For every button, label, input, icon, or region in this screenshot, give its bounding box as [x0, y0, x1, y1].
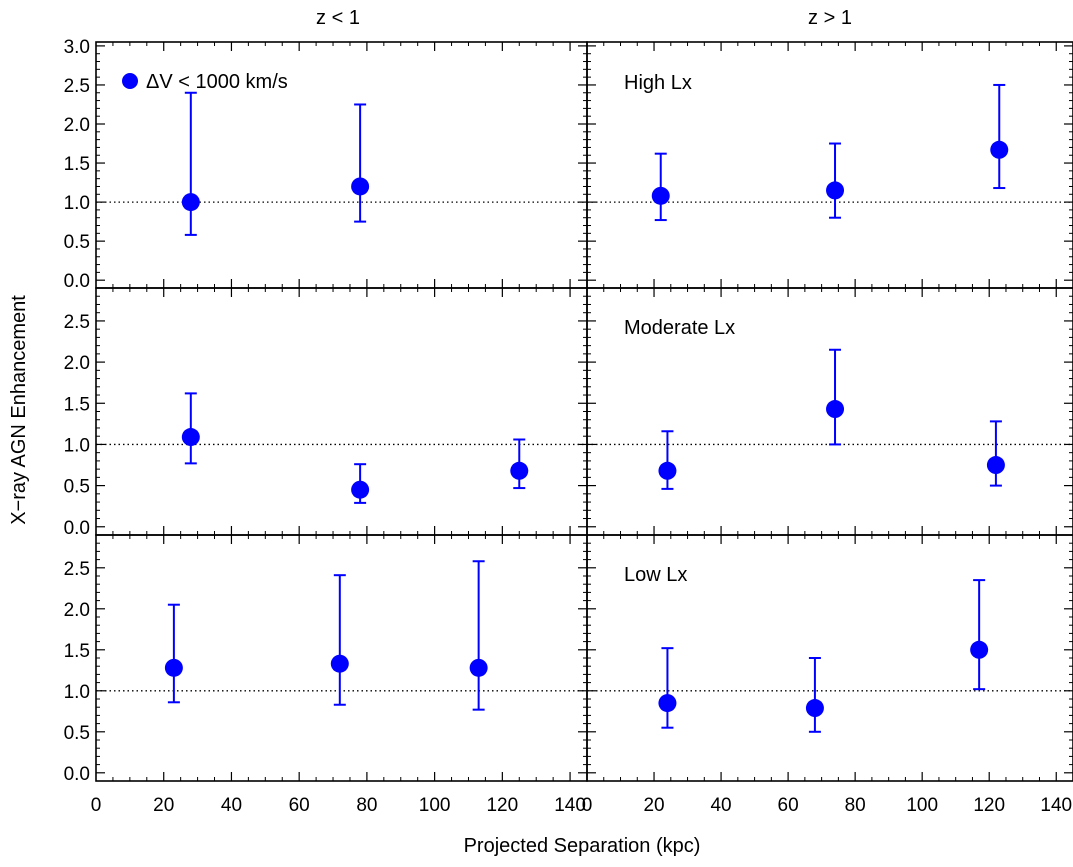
y-tick-label: 0.0	[64, 271, 90, 292]
x-tick-label: 40	[221, 795, 242, 816]
column-title-left: z < 1	[316, 7, 360, 29]
y-tick-label: 1.0	[64, 435, 90, 456]
data-point	[510, 461, 529, 480]
x-tick-label: 20	[153, 795, 174, 816]
x-tick-label: 0	[582, 795, 593, 816]
data-point	[351, 177, 370, 196]
y-tick-label: 1.5	[64, 154, 90, 175]
column-title-right: z > 1	[808, 7, 852, 29]
y-tick-label: 0.5	[64, 477, 90, 498]
data-point	[805, 699, 824, 718]
y-tick-label: 1.0	[64, 682, 90, 703]
x-tick-label: 100	[419, 795, 451, 816]
data-point	[658, 694, 677, 713]
x-tick-label: 140	[554, 795, 586, 816]
data-point	[986, 456, 1005, 475]
data-point	[181, 428, 200, 447]
x-tick-label: 140	[1040, 795, 1072, 816]
data-point	[469, 658, 488, 677]
legend-marker	[122, 73, 138, 89]
y-tick-label: 1.5	[64, 641, 90, 662]
x-tick-label: 40	[710, 795, 731, 816]
y-tick-label: 1.0	[64, 193, 90, 214]
legend-label: ΔV < 1000 km/s	[146, 71, 288, 93]
data-point	[351, 480, 370, 499]
y-tick-label: 2.0	[64, 353, 90, 374]
data-point	[970, 640, 989, 659]
data-point	[651, 186, 670, 205]
y-tick-label: 3.0	[64, 37, 90, 58]
row-label-low-lx: Low Lx	[624, 564, 687, 586]
data-point	[826, 181, 845, 200]
x-tick-label: 20	[643, 795, 664, 816]
data-point	[658, 461, 677, 480]
data-point	[826, 400, 845, 419]
y-tick-label: 2.5	[64, 76, 90, 97]
x-tick-label: 80	[845, 795, 866, 816]
plot-layer: 0.0 0.5 1.0 1.5 2.0 2.5 3.0 0.0 0.5 1.0 1.5 2.0 2.5 0…	[64, 37, 1073, 816]
y-tick-label: 2.0	[64, 115, 90, 136]
y-tick-label: 0.0	[64, 764, 90, 785]
x-tick-label: 120	[973, 795, 1005, 816]
panel-frame-r1-c0	[95, 287, 588, 536]
x-tick-label: 60	[289, 795, 310, 816]
data-point	[990, 140, 1009, 159]
data-point	[330, 654, 349, 673]
data-point	[181, 193, 200, 212]
y-tick-label: 2.5	[64, 559, 90, 580]
y-tick-label: 0.0	[64, 518, 90, 539]
row-label-high-lx: High Lx	[624, 72, 692, 94]
y-tick-label: 1.5	[64, 394, 90, 415]
data-point	[164, 658, 183, 677]
x-tick-label: 100	[906, 795, 938, 816]
y-axis-title: X−ray AGN Enhancement	[8, 295, 30, 525]
x-tick-label: 80	[356, 795, 377, 816]
legend: ΔV < 1000 km/s	[122, 71, 288, 93]
x-axis-title: Projected Separation (kpc)	[464, 835, 701, 857]
y-tick-label: 2.5	[64, 312, 90, 333]
x-tick-label: 0	[91, 795, 102, 816]
y-tick-label: 0.5	[64, 232, 90, 253]
y-tick-label: 2.0	[64, 600, 90, 621]
row-label-moderate-lx: Moderate Lx	[624, 317, 735, 339]
y-tick-label: 0.5	[64, 723, 90, 744]
x-tick-label: 120	[486, 795, 518, 816]
x-tick-label: 60	[778, 795, 799, 816]
